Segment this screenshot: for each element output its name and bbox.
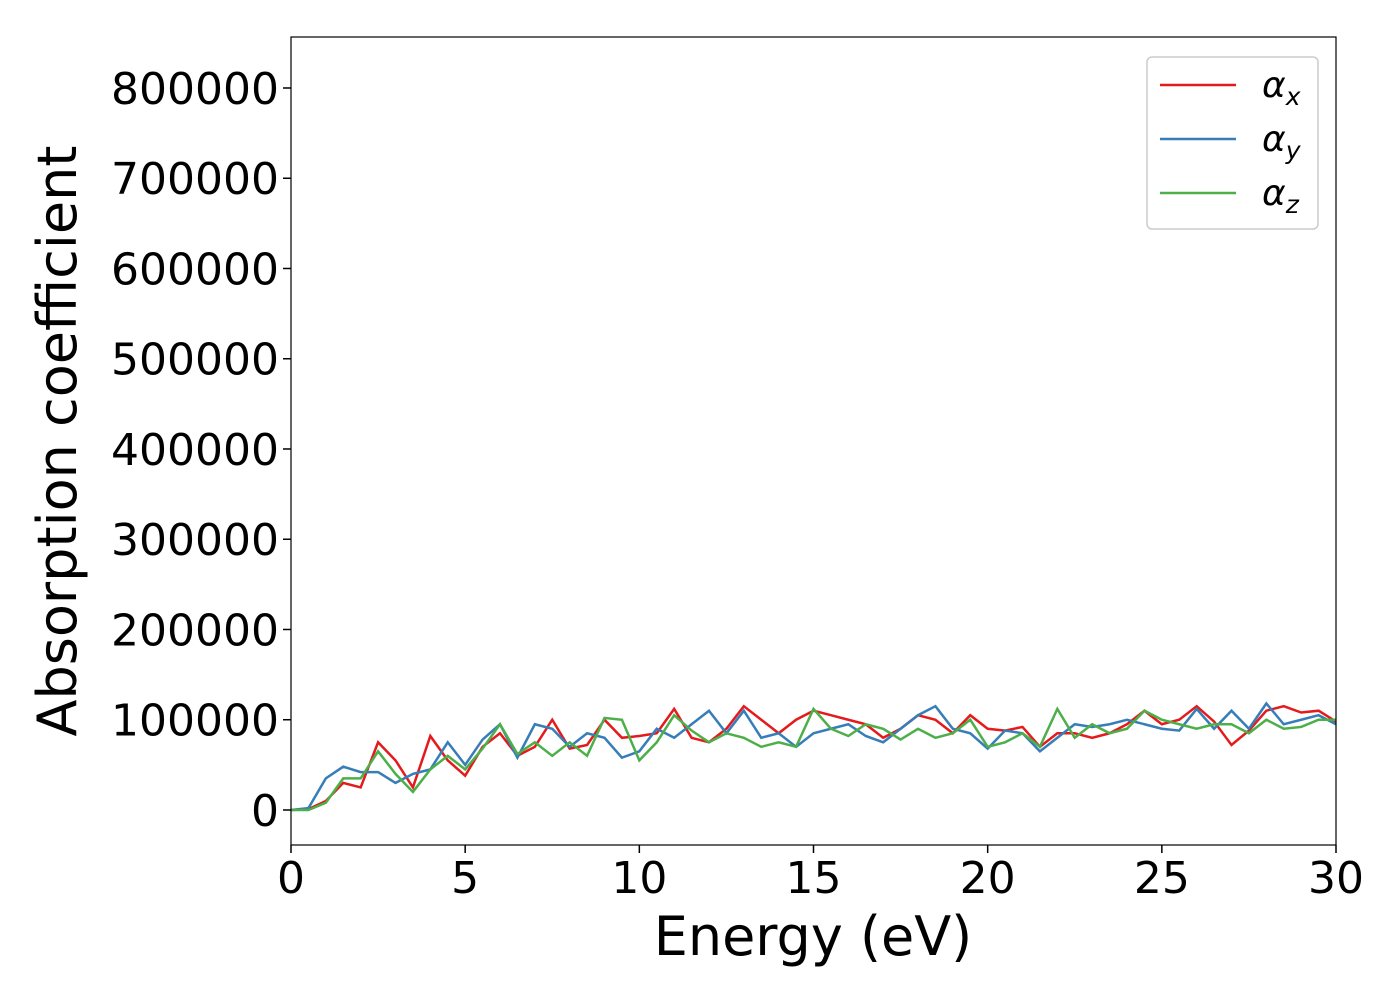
x-tick-label: 20 — [960, 853, 1016, 904]
legend-box — [1146, 56, 1319, 230]
plot-frame — [290, 36, 1337, 846]
legend-label: αz — [1262, 173, 1300, 219]
y-tick-label: 600000 — [111, 244, 279, 295]
y-tick-label: 300000 — [111, 515, 279, 566]
y-axis-label: Absorption coefficient — [26, 146, 89, 737]
series-line — [290, 701, 1337, 812]
y-tick-label: 400000 — [111, 425, 279, 476]
y-tick-label: 800000 — [111, 64, 279, 115]
x-tick-label: 30 — [1308, 853, 1364, 904]
y-tick-label: 200000 — [111, 605, 279, 656]
x-tick-label: 5 — [451, 853, 479, 904]
x-tick-label: 15 — [786, 853, 842, 904]
x-tick-label: 10 — [611, 853, 667, 904]
series-line — [291, 706, 1336, 812]
x-axis-label: Energy (eV) — [654, 905, 973, 968]
x-tick-label: 0 — [277, 853, 305, 904]
y-tick-label: 500000 — [111, 335, 279, 386]
y-tick-label: 0 — [251, 786, 279, 837]
y-tick-label: 700000 — [111, 154, 279, 205]
x-tick-label: 25 — [1134, 853, 1190, 904]
y-tick-label: 100000 — [111, 696, 279, 747]
series-line — [290, 704, 1337, 812]
legend: αx αy αz — [1146, 56, 1319, 230]
legend-label: αx — [1262, 65, 1301, 111]
legend-label: αy — [1262, 119, 1302, 165]
